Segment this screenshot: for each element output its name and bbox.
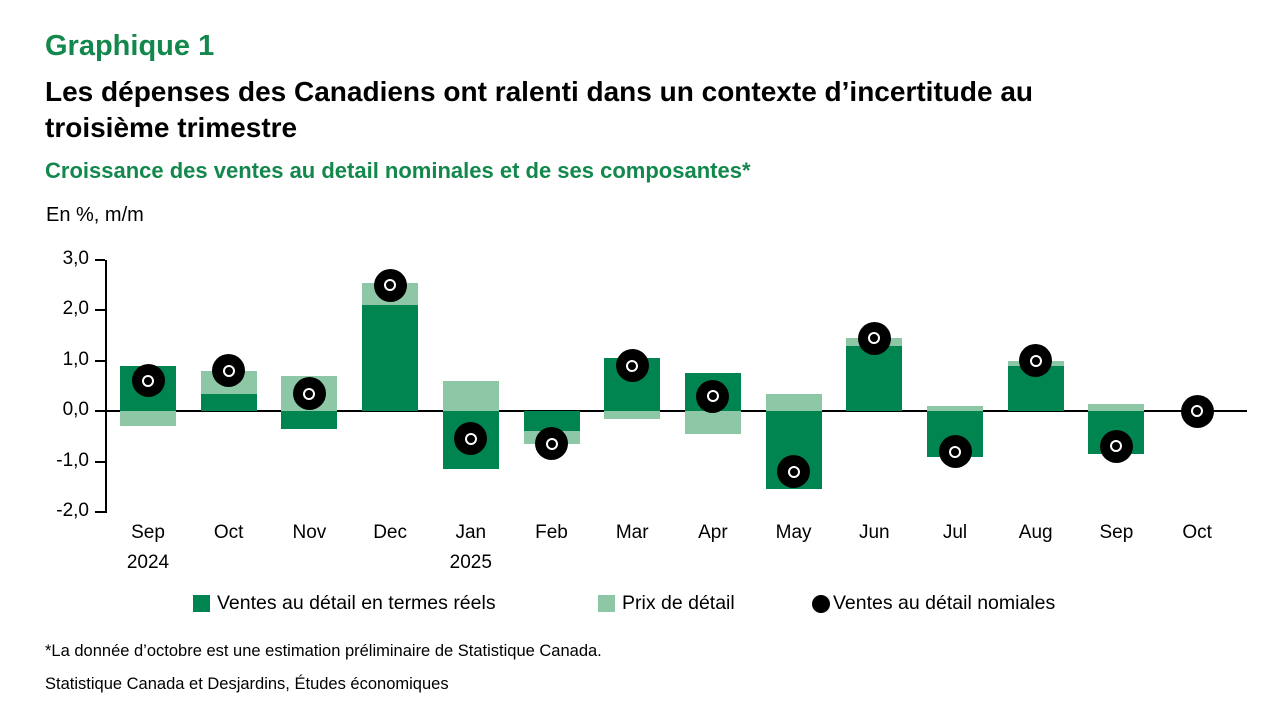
x-axis-label-Jul: Jul: [942, 522, 968, 543]
bar-real-Oct: [200, 393, 257, 412]
y-axis-tick: [95, 410, 105, 413]
marker-ring: [222, 364, 235, 377]
x-axis-label-Aug: Aug: [1018, 522, 1053, 543]
source-line: Statistique Canada et Desjardins, Études…: [45, 675, 449, 693]
marker-nominal-Nov: [292, 377, 326, 411]
y-axis-tick: [95, 460, 105, 463]
page-title: Les dépenses des Canadiens ont ralenti d…: [45, 74, 1033, 146]
y-axis-tick: [95, 309, 105, 312]
chart-subtitle: Croissance des ventes au detail nominale…: [45, 158, 751, 183]
page-title-line1: Les dépenses des Canadiens ont ralenti d…: [45, 76, 1034, 107]
marker-nominal-Oct: [1180, 394, 1214, 428]
bar-price-Mar: [604, 411, 661, 419]
y-axis-tick: [95, 359, 105, 362]
x-axis-year-label-2024: 2024: [126, 552, 170, 573]
marker-nominal-May: [777, 455, 811, 489]
bar-price-Sep: [1088, 403, 1145, 412]
bar-real-Dec: [362, 305, 419, 412]
marker-ring: [303, 387, 316, 400]
x-axis-label-Oct: Oct: [1182, 522, 1212, 543]
y-axis-tick: [95, 511, 105, 513]
x-axis-label-Mar: Mar: [615, 522, 649, 543]
x-axis-label-May: May: [775, 522, 812, 543]
footnote: *La donnée d’octobre est une estimation …: [45, 642, 602, 660]
y-axis-tick-label: 1,0: [62, 348, 89, 370]
x-axis-label-Sep: Sep: [131, 522, 165, 543]
bar-price-Apr: [684, 411, 741, 434]
x-axis-label-Dec: Dec: [373, 522, 407, 543]
bar-real-Nov: [281, 411, 338, 429]
legend-swatch-black-circle-icon: [812, 594, 830, 613]
marker-ring: [545, 437, 558, 450]
marker-ring: [384, 279, 397, 292]
y-axis-tick-label: 3,0: [62, 248, 89, 269]
marker-nominal-Oct: [212, 354, 246, 388]
bar-price-May: [765, 393, 822, 412]
marker-nominal-Feb: [535, 427, 568, 461]
legend-swatch-dark-green-square: [193, 595, 210, 612]
marker-ring: [787, 465, 800, 478]
marker-nominal-Dec: [373, 268, 407, 302]
marker-ring: [706, 390, 719, 403]
marker-ring: [142, 374, 154, 387]
marker-ring: [1029, 354, 1042, 367]
page-title-line2: troisième trimestre: [45, 112, 298, 143]
y-axis-unit-label: En %, m/m: [46, 204, 144, 226]
marker-nominal-Mar: [615, 349, 649, 383]
x-axis-year-label-2025: 2025: [449, 552, 492, 573]
marker-ring: [949, 445, 961, 458]
legend-label: Ventes au détail nomiales: [833, 592, 1056, 614]
x-axis-label-Apr: Apr: [698, 522, 728, 543]
zero-baseline: [107, 410, 1247, 413]
x-axis-label-Sep: Sep: [1099, 522, 1134, 543]
marker-ring: [626, 359, 639, 372]
marker-nominal-Apr: [696, 379, 730, 413]
x-axis-label-Jun: Jun: [858, 522, 890, 543]
marker-nominal-Jul: [938, 435, 972, 469]
marker-nominal-Aug: [1019, 344, 1053, 378]
y-axis-tick-label: 0,0: [62, 399, 89, 421]
x-axis-label-Nov: Nov: [292, 522, 327, 543]
bar-price-Sep: [120, 411, 176, 427]
legend-label: Ventes au détail en termes réels: [217, 592, 496, 614]
chart-number-kicker: Graphique 1: [45, 30, 215, 62]
marker-ring: [464, 432, 477, 445]
y-axis-line: [105, 260, 107, 513]
marker-nominal-Sep: [1099, 429, 1133, 463]
marker-ring: [868, 332, 881, 345]
marker-nominal-Jan: [454, 422, 488, 456]
y-axis-tick-label: 2,0: [62, 298, 89, 320]
marker-ring: [1110, 440, 1123, 453]
legend-item-real-sales: Ventes au détail en termes réels: [193, 592, 496, 615]
legend-item-retail-prices: Prix de détail: [598, 592, 735, 615]
bar-real-Feb: [523, 411, 580, 432]
bar-real-Jun: [846, 345, 903, 412]
x-axis-label-Feb: Feb: [535, 522, 568, 543]
marker-nominal-Jun: [857, 321, 891, 355]
legend-swatch-light-green-square: [598, 595, 615, 612]
y-axis-tick-label: -2,0: [56, 500, 89, 521]
bar-chart-plot-area: 3,0 2,0 1,0 0,0 -1,0 -2,0 Sep Oct Nov Dec Jan Feb Ma…: [56, 248, 1247, 573]
x-axis-label-Jan: Jan: [455, 522, 487, 543]
y-axis-tick-label: -1,0: [56, 449, 89, 471]
bar-price-Jan: [442, 380, 499, 412]
bar-price-Jul: [927, 406, 983, 412]
legend-label: Prix de détail: [622, 592, 735, 614]
marker-nominal-Sep: [131, 364, 165, 398]
y-axis-tick: [95, 259, 105, 261]
marker-ring: [1191, 405, 1204, 418]
legend-item-nominal-sales: Ventes au détail nomiales: [812, 592, 1055, 615]
x-axis-label-Oct: Oct: [213, 522, 244, 543]
